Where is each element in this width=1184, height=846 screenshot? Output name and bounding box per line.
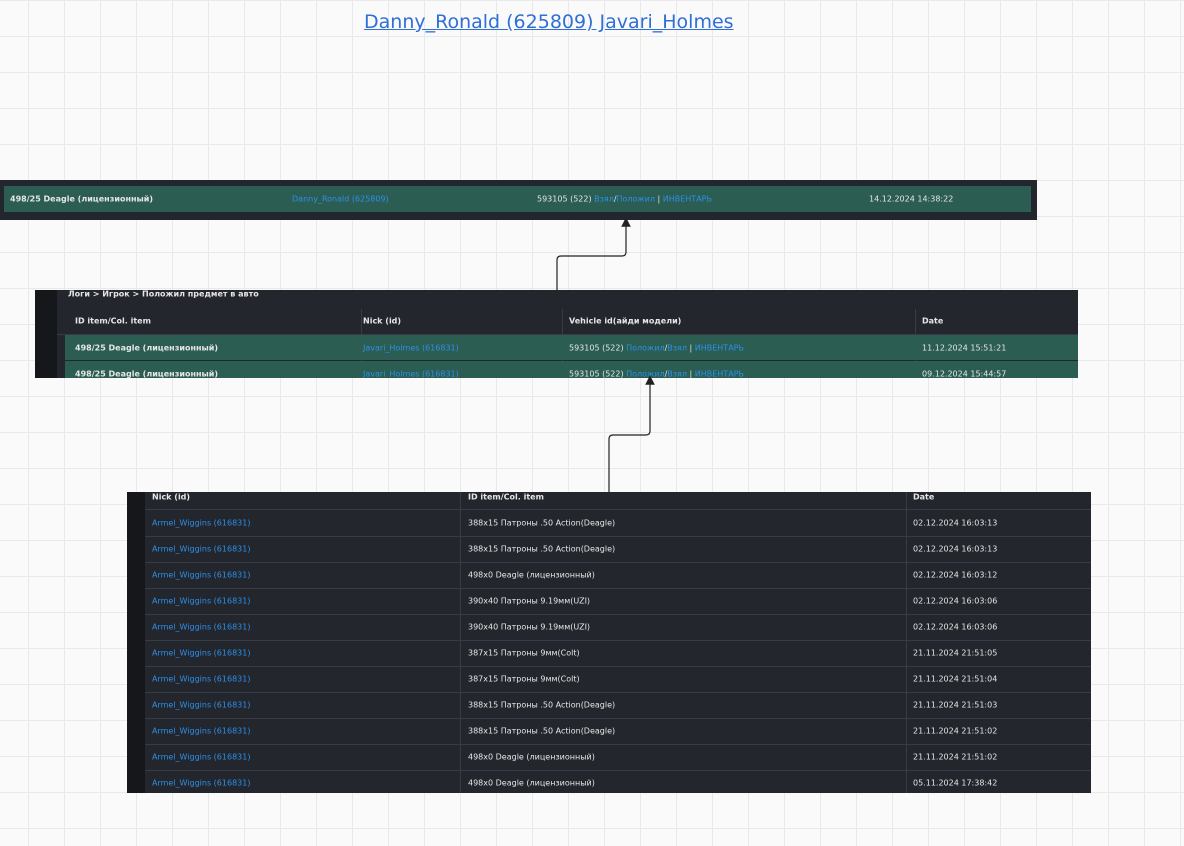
panel-top: 498/25 Deagle (лицензионный) Danny_Ronald…	[0, 180, 1037, 220]
date-cell: 05.11.2024 17:38:42	[913, 778, 998, 788]
item-cell: 388x15 Патроны .50 Action(Deagle)	[468, 518, 616, 528]
nick-link[interactable]: Armel_Wiggins (616831)	[152, 596, 251, 606]
separator: /	[664, 369, 668, 379]
separator: |	[657, 194, 661, 204]
date-cell: 14.12.2024 14:38:22	[869, 194, 954, 204]
action-link[interactable]: Положил	[626, 343, 665, 353]
header-divider	[145, 509, 1091, 510]
column-header: Vehicle id(айди модели)	[569, 316, 682, 326]
column-divider	[460, 492, 461, 793]
item-cell: 388x15 Патроны .50 Action(Deagle)	[468, 726, 616, 736]
item-cell: 390x40 Патроны 9.19мм(UZI)	[468, 596, 591, 606]
separator: |	[689, 369, 693, 379]
item-cell: 388x15 Патроны .50 Action(Deagle)	[468, 700, 616, 710]
vehicle-cell: 593105 (522) Взял/Положил | ИНВЕНТАРЬ	[537, 195, 712, 204]
title-link[interactable]: Danny_Ronald (625809) Javari_Holmes	[364, 11, 734, 33]
panel-bottom: Nick (id) ID item/Col. item Date Armel_Wigg…	[127, 492, 1091, 793]
nick-link[interactable]: Javari_Holmes (616831)	[363, 343, 459, 353]
vehicle-id: 593105 (522)	[537, 194, 592, 204]
date-cell: 02.12.2024 16:03:06	[913, 596, 998, 606]
table-row	[65, 335, 1078, 360]
item-cell: 388x15 Патроны .50 Action(Deagle)	[468, 544, 616, 554]
date-cell: 21.11.2024 21:51:05	[913, 648, 998, 658]
date-cell: 11.12.2024 15:51:21	[922, 343, 1007, 353]
inventory-link[interactable]: ИНВЕНТАРЬ	[694, 369, 744, 379]
column-header: ID item/Col. item	[468, 492, 544, 502]
date-cell: 21.11.2024 21:51:04	[913, 674, 998, 684]
row-divider	[145, 588, 1091, 589]
inventory-link[interactable]: ИНВЕНТАРЬ	[662, 194, 712, 204]
item-cell: 498x0 Deagle (лицензионный)	[468, 752, 595, 762]
date-cell: 21.11.2024 21:51:03	[913, 700, 998, 710]
nick-link[interactable]: Armel_Wiggins (616831)	[152, 518, 251, 528]
nick-link[interactable]: Armel_Wiggins (616831)	[152, 752, 251, 762]
column-header: Date	[922, 316, 944, 326]
nick-link[interactable]: Armel_Wiggins (616831)	[152, 726, 251, 736]
table-row	[4, 186, 1031, 212]
panel-middle: Логи > Игрок > Положил предмет в авто ID …	[35, 290, 1078, 378]
inventory-link[interactable]: ИНВЕНТАРЬ	[694, 343, 744, 353]
header-divider	[57, 334, 1078, 335]
row-divider	[145, 718, 1091, 719]
action-link[interactable]: Положил	[626, 369, 665, 379]
date-cell: 21.11.2024 21:51:02	[913, 752, 998, 762]
nick-link[interactable]: Armel_Wiggins (616831)	[152, 778, 251, 788]
column-divider	[906, 492, 907, 793]
action-link[interactable]: Взял	[594, 194, 614, 204]
date-cell: 21.11.2024 21:51:02	[913, 726, 998, 736]
breadcrumb: Логи > Игрок > Положил предмет в авто	[68, 290, 259, 299]
item-cell: 498/25 Deagle (лицензионный)	[75, 343, 218, 353]
side-strip	[35, 290, 57, 378]
nick-link[interactable]: Armel_Wiggins (616831)	[152, 700, 251, 710]
row-divider	[145, 744, 1091, 745]
nick-link[interactable]: Javari_Holmes (616831)	[363, 369, 459, 379]
action-link[interactable]: Взял	[667, 369, 687, 379]
item-cell: 498/25 Deagle (лицензионный)	[75, 369, 218, 379]
vehicle-id: 593105 (522)	[569, 369, 624, 379]
date-cell: 02.12.2024 16:03:12	[913, 570, 998, 580]
separator: /	[613, 194, 617, 204]
row-divider	[145, 614, 1091, 615]
row-divider	[145, 562, 1091, 563]
nick-link[interactable]: Danny_Ronald (625809)	[292, 194, 389, 204]
vehicle-cell: 593105 (522) Положил/Взял | ИНВЕНТАРЬ	[569, 344, 744, 353]
row-divider	[145, 692, 1091, 693]
column-header: Nick (id)	[363, 316, 402, 326]
vehicle-cell: 593105 (522) Положил/Взял | ИНВЕНТАРЬ	[569, 370, 744, 379]
item-cell: 498x0 Deagle (лицензионный)	[468, 570, 595, 580]
item-cell: 387x15 Патроны 9мм(Colt)	[468, 648, 580, 658]
date-cell: 09.12.2024 15:44:57	[922, 369, 1007, 379]
nick-link[interactable]: Armel_Wiggins (616831)	[152, 544, 251, 554]
date-cell: 02.12.2024 16:03:06	[913, 622, 998, 632]
nick-link[interactable]: Armel_Wiggins (616831)	[152, 648, 251, 658]
column-header: Date	[913, 492, 935, 502]
item-cell: 387x15 Патроны 9мм(Colt)	[468, 674, 580, 684]
vehicle-id: 593105 (522)	[569, 343, 624, 353]
item-cell: 498/25 Deagle (лицензионный)	[10, 194, 153, 204]
row-divider	[145, 770, 1091, 771]
date-cell: 02.12.2024 16:03:13	[913, 518, 998, 528]
action-link[interactable]: Взял	[667, 343, 687, 353]
separator: |	[689, 343, 693, 353]
column-header: ID item/Col. item	[75, 316, 151, 326]
arrow	[556, 217, 631, 291]
column-header: Nick (id)	[152, 492, 191, 502]
row-divider	[145, 536, 1091, 537]
action-link[interactable]: Положил	[616, 194, 655, 204]
date-cell: 02.12.2024 16:03:13	[913, 544, 998, 554]
nick-link[interactable]: Armel_Wiggins (616831)	[152, 622, 251, 632]
table-row	[65, 361, 1078, 378]
nick-link[interactable]: Armel_Wiggins (616831)	[152, 570, 251, 580]
separator: /	[664, 343, 668, 353]
row-divider	[145, 640, 1091, 641]
item-cell: 390x40 Патроны 9.19мм(UZI)	[468, 622, 591, 632]
row-divider	[145, 666, 1091, 667]
item-cell: 498x0 Deagle (лицензионный)	[468, 778, 595, 788]
nick-link[interactable]: Armel_Wiggins (616831)	[152, 674, 251, 684]
side-strip	[127, 492, 145, 793]
arrow	[608, 375, 655, 492]
